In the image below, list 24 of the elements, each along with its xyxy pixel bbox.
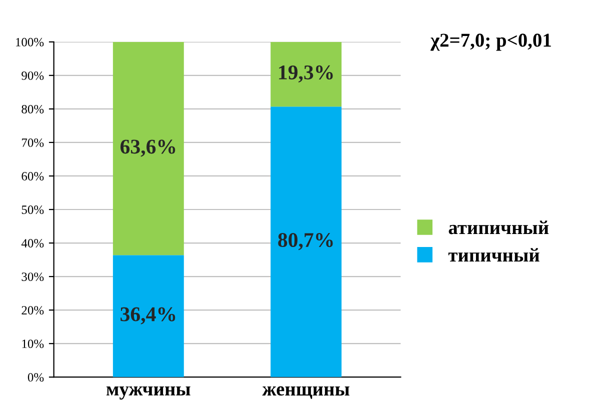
y-tick-label: 30% <box>22 272 44 282</box>
x-tick-label: женщины <box>262 386 350 399</box>
y-tick-label: 90% <box>22 71 44 80</box>
legend-label: атипичный <box>448 220 549 234</box>
bar <box>270 106 342 378</box>
bar <box>112 42 184 256</box>
legend-label: типичный <box>448 248 540 262</box>
data-label: 36,4% <box>120 307 176 324</box>
y-tick-label: 10% <box>22 340 44 348</box>
y-tick-label: 60% <box>22 172 44 180</box>
y-tick-label: 70% <box>22 138 44 147</box>
y-tick-label: 80% <box>22 104 44 114</box>
y-tick-label: 40% <box>21 239 44 248</box>
y-tick-label: 20% <box>22 306 44 315</box>
data-label: 80,7% <box>278 233 333 250</box>
y-tick-label: 50% <box>22 206 44 214</box>
bar <box>112 255 184 378</box>
y-tick-label: 100% <box>16 38 44 46</box>
data-label: 19,3% <box>279 65 333 82</box>
text: χ2=7,0; p<0,01 <box>430 34 551 51</box>
y-tick-label: 0% <box>28 373 44 382</box>
x-tick-label: мужчины <box>106 386 190 400</box>
bar <box>270 42 342 107</box>
data-label: 63,6% <box>120 140 176 157</box>
